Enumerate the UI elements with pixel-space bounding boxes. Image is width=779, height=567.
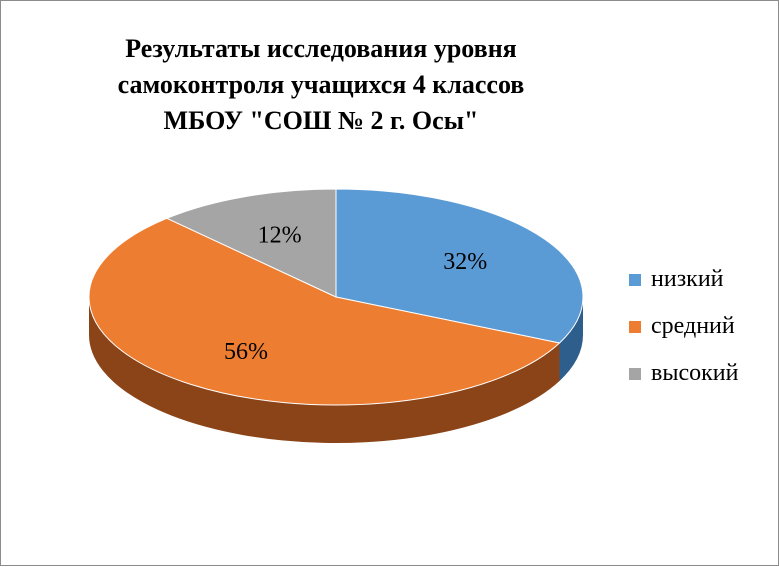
pie-side-средний <box>89 297 560 443</box>
chart-title-line-1: Результаты исследования уровня <box>125 34 517 63</box>
legend-label-низкий: низкий <box>651 266 724 292</box>
chart-title: Результаты исследования уровня самоконтр… <box>71 31 571 139</box>
pie-sides <box>89 297 583 443</box>
pie-side-низкий <box>559 297 583 381</box>
legend-item-средний: средний <box>629 303 738 350</box>
chart-title-line-2: самоконтроля учащихся 4 классов <box>117 70 525 99</box>
legend-label-высокий: высокий <box>651 360 739 386</box>
legend-item-низкий: низкий <box>629 256 738 303</box>
legend-swatch-высокий <box>629 367 641 380</box>
chart-title-line-3: МБОУ "СОШ № 2 г. Осы" <box>163 106 479 135</box>
pie-slices <box>88 188 584 406</box>
legend-swatch-низкий <box>629 273 641 286</box>
pie-slice-средний <box>88 217 561 406</box>
legend-label-средний: средний <box>651 313 735 339</box>
data-label-высокий: 12% <box>258 223 302 249</box>
pie-data-labels: 32% 56% 12% <box>224 223 487 365</box>
data-label-низкий: 32% <box>443 249 487 275</box>
pie-slice-низкий <box>335 188 584 344</box>
legend-swatch-средний <box>629 320 641 333</box>
legend-item-высокий: высокий <box>629 350 738 397</box>
pie-slice-высокий <box>165 188 337 298</box>
legend: низкий средний высокий <box>629 256 738 397</box>
data-label-средний: 56% <box>224 339 268 365</box>
